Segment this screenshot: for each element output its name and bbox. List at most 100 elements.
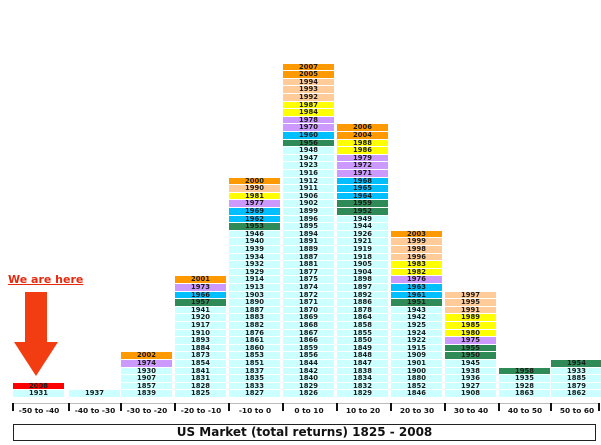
year-cell: 1893 [175, 336, 226, 344]
year-cell: 1990 [229, 184, 280, 192]
year-cell: 2004 [337, 131, 388, 139]
year-cell: 1980 [445, 328, 496, 337]
x-tick-label: 10 to 20 [345, 406, 381, 415]
year-cell: 1957 [175, 298, 226, 306]
x-tick-label: -30 to -20 [126, 406, 168, 415]
year-cell: 1833 [229, 381, 280, 390]
year-cell: 1966 [175, 290, 226, 299]
year-cell: 1909 [391, 351, 442, 359]
year-cell: 1986 [337, 146, 388, 154]
year-cell: 1899 [283, 207, 334, 215]
year-cell: 1911 [283, 184, 334, 192]
year-cell: 1835 [229, 374, 280, 382]
year-cell: 1900 [391, 366, 442, 375]
year-cell: 1988 [337, 138, 388, 147]
year-cell: 1839 [121, 389, 172, 397]
x-axis-tick [550, 403, 552, 411]
year-cell: 1999 [391, 237, 442, 245]
year-cell: 2008 [13, 381, 64, 390]
year-cell: 1894 [283, 229, 334, 238]
year-cell: 2000 [229, 176, 280, 185]
year-cell: 1945 [445, 359, 496, 367]
year-cell: 1994 [283, 77, 334, 86]
year-cell: 1903 [229, 290, 280, 299]
year-cell: 1883 [229, 313, 280, 321]
year-cell: 1918 [337, 252, 388, 261]
year-cell: 1850 [337, 336, 388, 344]
year-cell: 1872 [283, 290, 334, 299]
year-cell: 1963 [391, 283, 442, 291]
year-cell: 1897 [337, 283, 388, 291]
year-cell: 1829 [337, 389, 388, 397]
year-cell: 1913 [229, 283, 280, 291]
year-cell: 1887 [229, 305, 280, 314]
year-cell: 1896 [283, 214, 334, 223]
year-cell: 1878 [337, 305, 388, 314]
year-cell: 1880 [391, 374, 442, 382]
year-cell: 1873 [175, 351, 226, 359]
year-cell: 1960 [283, 131, 334, 139]
year-cell: 1852 [391, 381, 442, 390]
year-cell: 1901 [391, 359, 442, 367]
year-cell: 1979 [337, 153, 388, 162]
year-cell: 1977 [229, 199, 280, 207]
year-cell: 1871 [283, 298, 334, 306]
year-cell: 1837 [229, 366, 280, 375]
x-tick-label: 0 to 10 [294, 406, 324, 415]
year-cell: 1826 [283, 389, 334, 397]
year-cell: 1885 [551, 374, 601, 382]
x-axis-tick [444, 403, 446, 411]
year-cell: 1847 [337, 359, 388, 367]
year-cell: 1936 [445, 374, 496, 382]
year-cell: 1916 [283, 169, 334, 177]
year-cell: 1884 [175, 343, 226, 352]
x-axis-tick [68, 403, 70, 411]
year-cell: 1891 [283, 237, 334, 245]
year-cell: 1855 [337, 328, 388, 337]
chart-title: US Market (total returns) 1825 - 2008 [13, 424, 596, 441]
year-cell: 1956 [283, 138, 334, 147]
year-cell: 1938 [445, 366, 496, 375]
year-cell: 1970 [283, 123, 334, 131]
year-cell: 1978 [283, 115, 334, 124]
year-cell: 1982 [391, 267, 442, 276]
year-cell: 1952 [337, 207, 388, 215]
year-cell: 1828 [175, 381, 226, 390]
year-cell: 1954 [551, 359, 601, 367]
x-axis-tick [12, 403, 14, 411]
year-cell: 1905 [337, 260, 388, 268]
year-cell: 1925 [391, 321, 442, 329]
year-cell: 1989 [445, 313, 496, 321]
x-axis-tick [174, 403, 176, 411]
year-cell: 1876 [229, 328, 280, 337]
year-cell: 1838 [337, 366, 388, 375]
year-cell: 1917 [175, 321, 226, 329]
year-cell: 1849 [337, 343, 388, 352]
year-cell: 1890 [229, 298, 280, 306]
we-are-here-annotation: We are here [8, 273, 84, 286]
year-cell: 1943 [391, 305, 442, 314]
year-cell: 1866 [283, 336, 334, 344]
x-tick-label: 20 to 30 [399, 406, 435, 415]
year-cell: 1941 [175, 305, 226, 314]
year-cell: 1867 [283, 328, 334, 337]
year-cell: 1879 [551, 381, 601, 390]
year-cell: 1848 [337, 351, 388, 359]
year-cell: 1895 [283, 222, 334, 230]
year-cell: 1926 [337, 229, 388, 238]
year-cell: 1971 [337, 169, 388, 177]
year-cell: 1937 [69, 389, 120, 397]
year-cell: 1841 [175, 366, 226, 375]
year-cell: 1935 [499, 374, 550, 382]
year-cell: 1840 [283, 374, 334, 382]
year-cell: 1993 [283, 85, 334, 93]
year-cell: 1962 [229, 214, 280, 223]
year-cell: 1973 [175, 283, 226, 291]
year-cell: 1987 [283, 100, 334, 109]
year-cell: 1947 [283, 153, 334, 162]
year-cell: 1922 [391, 336, 442, 344]
year-cell: 1939 [229, 245, 280, 253]
year-cell: 1834 [337, 374, 388, 382]
year-cell: 1965 [337, 184, 388, 192]
year-cell: 1858 [337, 321, 388, 329]
